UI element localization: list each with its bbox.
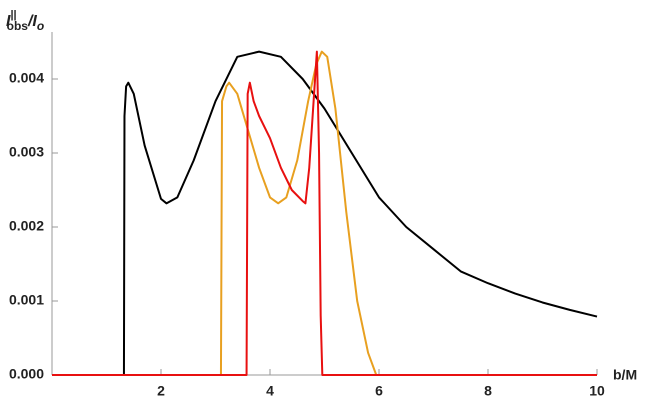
y-label-base: I	[6, 13, 11, 30]
y-label-sup: ||	[10, 9, 16, 21]
y-label-rest: /I	[27, 13, 37, 30]
y-tick-label: 0.003	[9, 144, 44, 160]
y-label-sub: obs	[7, 19, 29, 33]
x-tick-label: 2	[157, 383, 165, 399]
series-line	[52, 50, 597, 376]
y-label-rest-sub: o	[37, 19, 44, 33]
x-tick-label: 10	[589, 383, 605, 399]
series-line	[52, 50, 598, 376]
x-tick-label: 4	[266, 383, 274, 399]
x-axis-label: b/M	[613, 367, 637, 383]
y-tick-label: 0.000	[9, 366, 44, 382]
x-tick-label: 8	[484, 383, 492, 399]
y-tick-label: 0.004	[9, 70, 44, 86]
series-line	[52, 50, 597, 376]
x-tick-label: 6	[375, 383, 383, 399]
y-tick-label: 0.001	[9, 292, 44, 308]
y-tick-label: 0.002	[9, 218, 44, 234]
y-axis-label: I|| obs/Io	[6, 9, 44, 33]
